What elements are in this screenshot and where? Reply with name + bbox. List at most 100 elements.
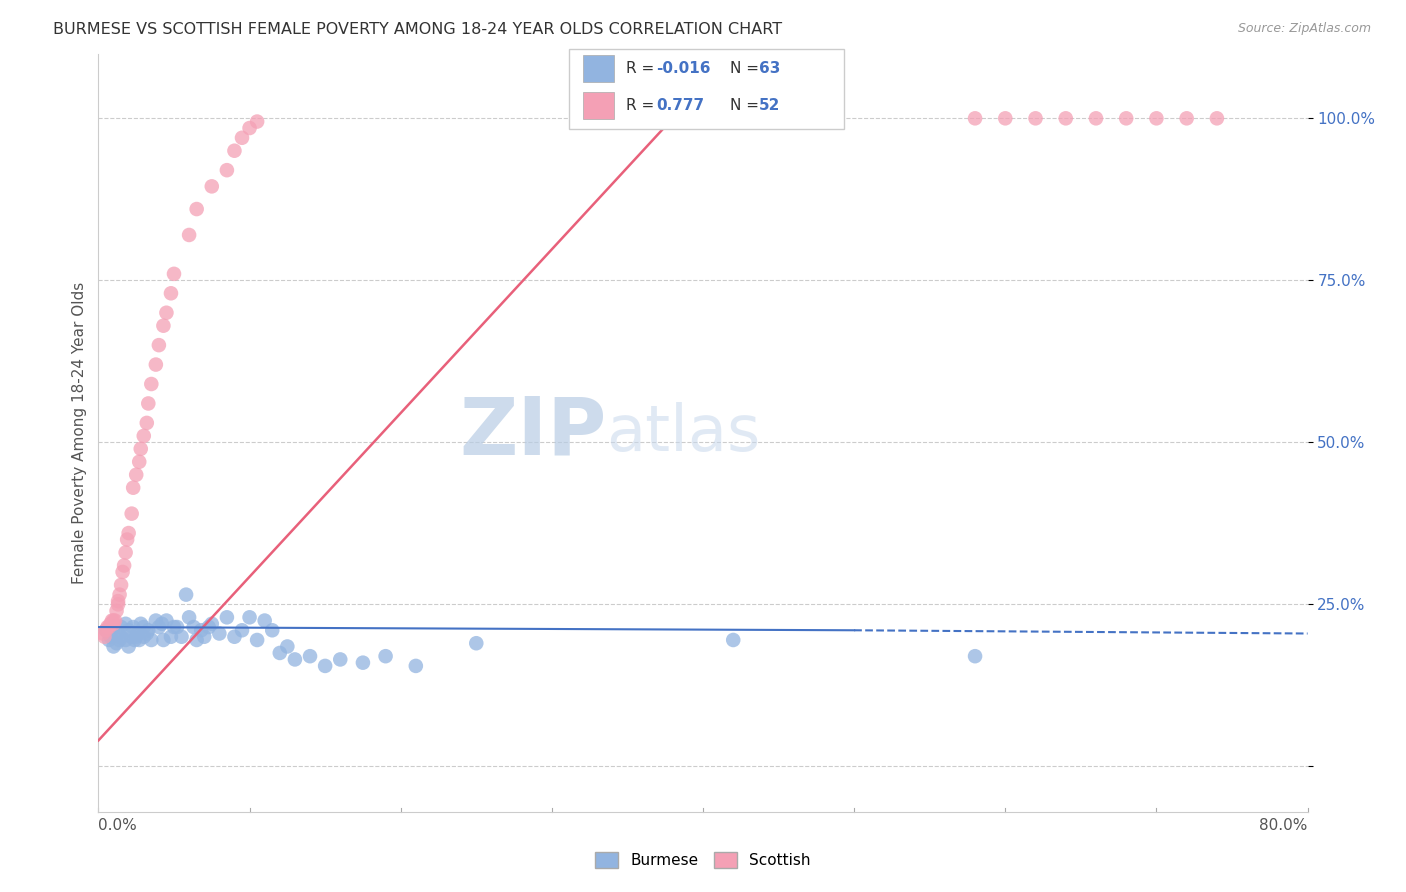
Point (215, 610, 238, 624)
Point (246, 632, 269, 647)
Point (108, 588, 131, 602)
Point (103, 620, 125, 634)
Point (132, 620, 155, 634)
Point (128, 632, 150, 647)
Point (284, 652, 307, 666)
Point (110, 620, 132, 634)
Point (132, 429, 155, 443)
Point (91, 626, 114, 640)
Point (269, 646, 291, 660)
Point (1115, 112, 1137, 126)
Point (163, 267, 186, 281)
Point (141, 377, 163, 392)
Point (201, 179, 224, 194)
Text: 63: 63 (759, 62, 780, 76)
Point (965, 649, 987, 664)
Text: 80.0%: 80.0% (1260, 818, 1308, 833)
Point (112, 558, 135, 573)
Point (1175, 112, 1198, 126)
Point (253, 614, 276, 628)
Point (374, 649, 396, 664)
Point (152, 632, 174, 647)
Point (94, 624, 117, 638)
Text: Source: ZipAtlas.com: Source: ZipAtlas.com (1237, 22, 1371, 36)
Point (107, 598, 129, 612)
Point (125, 630, 148, 644)
Point (100, 616, 122, 631)
Point (125, 467, 148, 482)
Point (122, 620, 145, 634)
Point (1144, 112, 1167, 126)
Point (1206, 112, 1229, 126)
Point (197, 620, 219, 634)
Point (1024, 112, 1046, 126)
Text: 0.777: 0.777 (657, 98, 704, 112)
Text: R =: R = (626, 98, 659, 112)
Point (148, 620, 170, 634)
Point (239, 121, 262, 136)
Y-axis label: Female Poverty Among 18-24 Year Olds: Female Poverty Among 18-24 Year Olds (72, 282, 87, 583)
Point (93, 630, 115, 644)
Point (465, 636, 488, 650)
Point (118, 624, 141, 638)
Point (129, 616, 152, 631)
Text: -0.016: -0.016 (657, 62, 711, 76)
Point (186, 202, 208, 216)
Point (314, 659, 336, 673)
Point (101, 614, 124, 628)
Point (96, 620, 118, 634)
Point (104, 614, 127, 628)
Text: R =: R = (626, 62, 659, 76)
Point (329, 652, 352, 666)
Point (122, 481, 145, 495)
Point (231, 130, 253, 145)
Text: atlas: atlas (606, 401, 761, 464)
Point (135, 626, 157, 640)
Point (239, 610, 262, 624)
Point (110, 630, 132, 644)
Point (107, 626, 129, 640)
Point (132, 630, 155, 644)
Point (224, 630, 246, 644)
Point (155, 306, 177, 320)
Point (114, 545, 136, 559)
Point (190, 624, 212, 638)
Point (110, 578, 132, 592)
Point (108, 632, 131, 647)
Point (150, 616, 173, 631)
Text: BURMESE VS SCOTTISH FEMALE POVERTY AMONG 18-24 YEAR OLDS CORRELATION CHART: BURMESE VS SCOTTISH FEMALE POVERTY AMONG… (53, 22, 783, 37)
Point (246, 114, 269, 128)
Point (174, 588, 197, 602)
Text: N =: N = (730, 98, 763, 112)
Point (115, 533, 138, 547)
Point (105, 636, 128, 650)
Point (163, 620, 186, 634)
Point (114, 632, 136, 647)
Point (276, 640, 298, 654)
Point (160, 630, 183, 644)
Point (166, 620, 188, 634)
Point (103, 640, 125, 654)
Point (121, 630, 143, 644)
Point (118, 640, 141, 654)
Point (148, 338, 170, 352)
Text: 0.0%: 0.0% (98, 818, 138, 833)
Text: N =: N = (730, 62, 763, 76)
Text: 52: 52 (759, 98, 780, 112)
Point (186, 632, 208, 647)
Point (183, 620, 205, 634)
Point (405, 659, 427, 673)
Point (965, 112, 987, 126)
Point (231, 624, 253, 638)
Point (129, 442, 152, 456)
Point (94, 624, 117, 638)
Text: ZIP: ZIP (458, 393, 606, 472)
Point (98, 620, 121, 634)
Point (208, 626, 231, 640)
Point (135, 416, 157, 430)
Point (141, 632, 163, 647)
Point (201, 616, 224, 631)
Point (118, 526, 141, 541)
Point (111, 565, 134, 579)
Point (179, 227, 201, 242)
